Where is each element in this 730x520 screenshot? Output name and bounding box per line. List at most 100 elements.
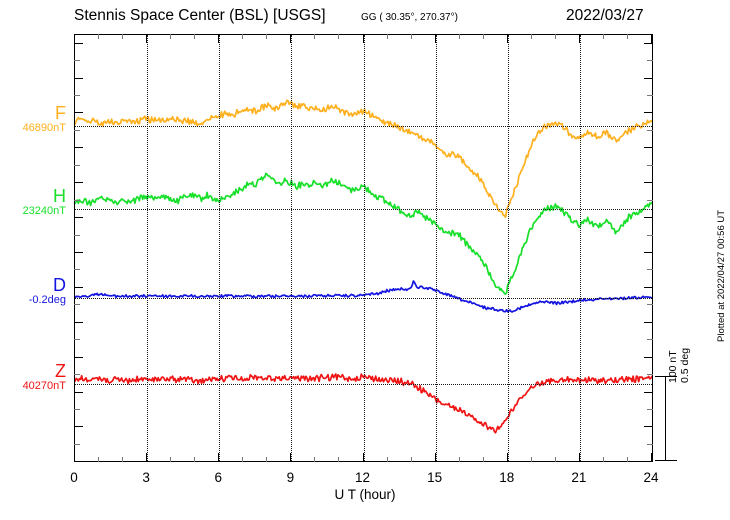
x-tick-label-21: 21: [571, 470, 587, 485]
y-tick-right-5: [647, 130, 653, 132]
x-tick-top-20: [554, 34, 556, 39]
geographic-coordinates: GG ( 30.35°, 270.37°): [361, 12, 458, 23]
x-tick-bottom-24: [651, 453, 652, 462]
x-tick-bottom-5: [194, 457, 196, 462]
x-tick-bottom-20: [554, 457, 556, 462]
y-tick-left-12: [74, 252, 83, 254]
y-tick-left-19: [74, 374, 80, 376]
x-tick-top-4: [170, 34, 172, 39]
x-tick-bottom-13: [386, 457, 388, 462]
x-tick-bottom-0: [74, 453, 75, 462]
x-tick-top-19: [530, 34, 532, 39]
x-tick-bottom-16: [458, 457, 460, 462]
x-tick-bottom-9: [290, 453, 292, 462]
y-tick-right-11: [647, 235, 653, 237]
scale-bar-line1: 100 nT: [667, 350, 679, 383]
x-tick-top-21: [578, 34, 580, 43]
x-tick-label-24: 24: [643, 470, 659, 485]
y-tick-left-14: [74, 287, 83, 289]
y-tick-left-20: [74, 392, 83, 394]
x-tick-bottom-12: [362, 453, 364, 462]
plotted-timestamp: Plotted at 2022/04/27 00:56 UT: [716, 209, 727, 342]
y-tick-left-4: [74, 112, 83, 114]
x-tick-top-8: [266, 34, 268, 39]
y-tick-left-9: [74, 200, 80, 202]
gridline-hour-15: [435, 35, 437, 461]
x-tick-label-15: 15: [427, 470, 443, 485]
component-baseline-h: 23240nT: [22, 205, 66, 217]
x-tick-top-16: [458, 34, 460, 39]
gridline-hour-6: [219, 35, 221, 461]
gridline-hour-9: [291, 35, 293, 461]
x-tick-bottom-1: [98, 457, 100, 462]
scale-bar-top-cap: [655, 376, 677, 377]
y-tick-right-19: [647, 374, 653, 376]
x-tick-bottom-3: [146, 453, 148, 462]
y-tick-left-10: [74, 217, 83, 219]
x-tick-top-6: [218, 34, 220, 43]
y-tick-left-18: [74, 357, 83, 359]
x-tick-bottom-21: [578, 453, 580, 462]
y-tick-right-22: [644, 426, 653, 428]
x-tick-top-18: [506, 34, 508, 43]
x-tick-top-14: [410, 34, 412, 39]
x-tick-label-3: 3: [142, 470, 150, 485]
x-tick-top-13: [386, 34, 388, 39]
gridline-hour-18: [507, 35, 509, 461]
y-tick-right-14: [644, 287, 653, 289]
y-tick-left-3: [74, 95, 80, 97]
y-tick-right-7: [647, 165, 653, 167]
y-tick-right-13: [647, 269, 653, 271]
y-tick-right-6: [644, 147, 653, 149]
component-label-d: D -0.2deg: [2, 276, 66, 307]
component-symbol-d: D: [53, 275, 66, 295]
x-tick-bottom-7: [242, 457, 244, 462]
x-tick-top-22: [602, 34, 604, 39]
baseline-d: [75, 298, 652, 299]
x-tick-label-0: 0: [70, 470, 78, 485]
y-tick-right-9: [647, 200, 653, 202]
x-tick-top-0: [74, 34, 75, 43]
y-tick-right-3: [647, 95, 653, 97]
x-tick-top-3: [146, 34, 148, 43]
component-symbol-f: F: [55, 103, 66, 123]
component-baseline-f: 46890nT: [22, 122, 66, 134]
y-tick-right-18: [644, 357, 653, 359]
y-tick-right-23: [647, 444, 653, 446]
station-title: Stennis Space Center (BSL) [USGS]: [74, 7, 326, 24]
component-label-z: Z 40270nT: [2, 362, 66, 393]
scale-bar-bottom-cap: [655, 460, 677, 461]
x-tick-bottom-10: [314, 457, 316, 462]
x-tick-top-1: [98, 34, 100, 39]
x-tick-top-17: [482, 34, 484, 39]
x-tick-bottom-14: [410, 457, 412, 462]
component-baseline-z: 40270nT: [22, 380, 66, 392]
scale-bar-line2: 0.5 deg: [678, 347, 691, 383]
gridline-hour-12: [363, 35, 365, 461]
magnetogram-plot-area: [74, 34, 653, 462]
x-tick-bottom-2: [122, 457, 124, 462]
x-tick-bottom-8: [266, 457, 268, 462]
y-tick-left-6: [74, 147, 83, 149]
x-tick-bottom-17: [482, 457, 484, 462]
x-tick-bottom-4: [170, 457, 172, 462]
x-tick-top-5: [194, 34, 196, 39]
x-axis-title: U T (hour): [334, 487, 396, 502]
component-baseline-d: -0.2deg: [28, 294, 66, 306]
x-tick-label-6: 6: [214, 470, 222, 485]
plot-inner: [75, 35, 652, 461]
y-tick-left-5: [74, 130, 80, 132]
y-tick-right-17: [647, 339, 653, 341]
y-tick-left-16: [74, 322, 83, 324]
x-tick-bottom-19: [530, 457, 532, 462]
x-tick-top-2: [122, 34, 124, 39]
x-tick-top-12: [362, 34, 364, 43]
gridline-hour-3: [147, 35, 149, 461]
x-tick-bottom-15: [434, 453, 436, 462]
y-tick-right-15: [647, 304, 653, 306]
y-tick-left-13: [74, 269, 80, 271]
y-tick-right-1: [647, 60, 653, 62]
y-tick-right-2: [644, 78, 653, 80]
y-tick-left-8: [74, 182, 83, 184]
baseline-f: [75, 126, 652, 127]
